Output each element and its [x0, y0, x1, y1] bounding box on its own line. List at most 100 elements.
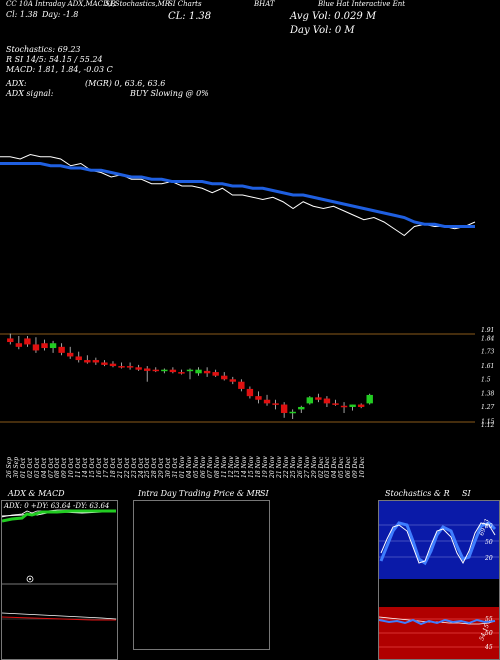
candle-down: [24, 338, 31, 345]
macd-signal-line: [2, 616, 116, 621]
candle-down: [32, 344, 40, 351]
date-label: 06 Nov: [199, 456, 207, 478]
header-source: SI Charts: [168, 0, 202, 8]
stoch-level-80: 80: [485, 523, 493, 530]
date-label: 01 Nov: [179, 456, 187, 478]
price-level-label: 1.84: [481, 335, 495, 342]
candle-down: [246, 388, 254, 397]
candle-down: [41, 343, 48, 349]
candle-down: [323, 398, 331, 404]
intraday-panel-si: SI: [260, 489, 269, 498]
date-label: 27 Nov: [303, 456, 311, 478]
stoch-panel-si: SI: [462, 489, 471, 498]
adx-minus-line: [2, 509, 116, 523]
price-level-label: 1.91: [481, 327, 494, 334]
date-label: 08 Nov: [213, 456, 221, 478]
stoch-background: [379, 501, 499, 579]
stoch-d-line: [380, 522, 496, 565]
date-label: 22 Nov: [282, 456, 290, 478]
header-macd: MACD: 1.81, 1.84, -0.03 C: [6, 65, 113, 74]
candle-down: [263, 399, 271, 404]
candle-down: [101, 362, 108, 365]
stoch-k-line: [379, 521, 497, 566]
candle-down: [203, 370, 211, 374]
candle-down: [7, 338, 14, 343]
rsi-level-45: 45: [484, 644, 493, 651]
candle-down: [212, 372, 219, 376]
date-label: 04 Nov: [186, 456, 193, 478]
price-level-label: 1.38: [481, 391, 495, 398]
price-chart: 1.911.84 1.73 1.61 1.5 1.38 1.27 1.151.12: [0, 153, 495, 429]
candle-down: [272, 403, 279, 405]
date-label: 21 Oct: [116, 457, 124, 478]
price-level-label: 1.12: [481, 422, 495, 429]
header-adx: ADX:: [6, 79, 27, 88]
stoch-level-20: 20: [484, 555, 493, 562]
candle-down: [126, 366, 134, 368]
header-close: CL: 1.38: [168, 11, 212, 22]
macd-line: [2, 612, 117, 620]
candle-up: [306, 397, 314, 404]
stoch-panel-title: Stochastics & R: [385, 489, 450, 498]
date-label: 20 Nov: [269, 456, 277, 478]
header-indicators: CC 10A Intraday ADX,MACD,R: [6, 0, 116, 8]
date-label: 07 Nov: [206, 456, 214, 478]
moving-average-line: [0, 162, 475, 228]
candle-up: [349, 404, 356, 407]
rsi-level-55: 55: [485, 616, 493, 623]
candle-down: [178, 372, 185, 374]
date-label: 03 Oct: [33, 457, 41, 478]
date-label: 25 Nov: [289, 456, 297, 478]
date-label: 21 Nov: [276, 456, 283, 478]
candle-down: [109, 363, 117, 367]
date-label: 26 Sep: [6, 456, 13, 478]
candle-down: [118, 366, 125, 368]
date-label: 02 Oct: [26, 457, 34, 478]
header-rsi: R SI 14/5: 54.15 / 55.24: [6, 55, 103, 64]
date-label: 26 Nov: [296, 456, 304, 478]
candle-down: [144, 368, 151, 371]
date-label: 04 Oct: [40, 457, 48, 478]
candle-down: [280, 404, 288, 413]
candle-down: [332, 403, 339, 405]
date-label: 01 Oct: [19, 457, 27, 478]
header-open: Cl: 1.38: [6, 10, 38, 19]
date-label: 11 Nov: [220, 456, 228, 478]
candle-up: [289, 411, 296, 414]
price-level-label: 1.15: [481, 418, 495, 425]
candle-down: [315, 397, 322, 400]
header-mrsi: (MGR) 0, 63.6, 63.6: [85, 79, 166, 88]
date-label: 16 Oct: [96, 457, 103, 478]
candle-down: [340, 405, 348, 408]
header-avg-vol: Avg Vol: 0.029 M: [290, 11, 377, 22]
header-day-change: Day: -1.8: [42, 10, 79, 19]
adx-marker: [26, 575, 34, 583]
candle-down: [357, 404, 365, 407]
date-label: 22 Oct: [123, 457, 131, 478]
date-label: 17 Oct: [102, 457, 110, 478]
date-label: 15 Oct: [89, 457, 97, 478]
candle-down: [238, 381, 245, 389]
candle-down: [92, 360, 100, 363]
rsi-level-50: 50: [485, 630, 493, 637]
date-label: 18 Oct: [109, 457, 117, 478]
date-label: 30 Sep: [12, 456, 20, 478]
date-label: 05 Nov: [192, 456, 200, 478]
stoch-level-50: 50: [485, 539, 493, 546]
candle-up: [161, 369, 168, 372]
adx-values: ADX: 0 +DY: 63.64 -DY: 63.64: [4, 502, 110, 510]
candle-down: [15, 343, 23, 347]
candle-down: [66, 352, 74, 357]
header-ticker: BHAT: [254, 0, 275, 8]
candle-up: [298, 406, 305, 410]
rsi-line-blue: [379, 618, 496, 626]
date-label: 29 Nov: [310, 456, 318, 478]
price-line: [0, 153, 476, 237]
header-stochastics: Stochastics: 69.23: [6, 45, 81, 54]
price-level-label: 1.27: [481, 404, 495, 411]
intraday-panel-title: Intra Day Trading Price & MR: [138, 489, 261, 498]
candle-up: [366, 394, 373, 404]
date-label: 10 Dec: [359, 456, 367, 478]
header-buy-signal: BUY Slowing @ 0%: [130, 89, 209, 98]
intraday-panel: [133, 500, 270, 650]
